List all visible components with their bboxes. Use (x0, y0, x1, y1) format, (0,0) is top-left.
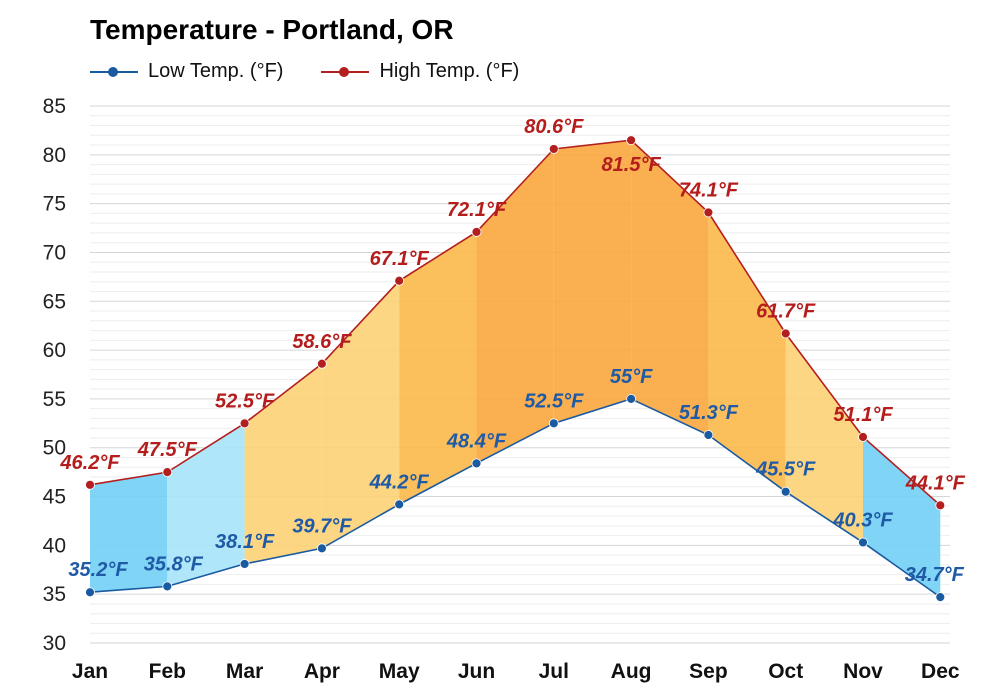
high-data-point[interactable] (85, 479, 95, 490)
range-fill-segment (244, 363, 322, 564)
low-data-point[interactable] (394, 499, 405, 510)
x-tick-label: Sep (689, 660, 728, 683)
high-data-label: 52.5°F (215, 390, 275, 412)
y-tick-label: 30 (43, 632, 66, 655)
legend-label-high: High Temp. (°F) (379, 60, 520, 82)
high-data-point[interactable] (703, 207, 714, 218)
x-tick-label: Aug (611, 660, 652, 683)
low-data-label: 35.8°F (144, 553, 204, 575)
low-data-label: 45.5°F (755, 459, 816, 481)
high-data-label: 72.1°F (447, 199, 507, 221)
y-tick-label: 70 (43, 241, 66, 264)
x-tick-label: Apr (304, 660, 340, 683)
high-data-point[interactable] (548, 144, 559, 154)
x-tick-label: Nov (843, 660, 883, 683)
high-data-point[interactable] (471, 227, 482, 237)
high-data-point[interactable] (935, 500, 946, 511)
range-fill-segment (785, 333, 863, 543)
high-data-label: 80.6°F (524, 116, 584, 138)
high-data-label: 44.1°F (905, 472, 966, 494)
low-data-label: 40.3°F (832, 509, 893, 531)
y-tick-label: 80 (43, 144, 66, 167)
legend-item-high[interactable]: High Temp. (°F) (321, 60, 519, 83)
legend-swatch-high (321, 66, 370, 78)
low-data-label: 44.2°F (369, 471, 430, 493)
x-tick-label: Jul (539, 660, 569, 683)
x-tick-label: Jan (72, 660, 108, 683)
low-data-point[interactable] (935, 592, 946, 603)
y-tick-label: 55 (43, 388, 66, 411)
low-data-point[interactable] (780, 486, 791, 497)
y-tick-label: 45 (43, 486, 66, 509)
low-data-point[interactable] (858, 537, 868, 548)
y-tick-label: 60 (43, 339, 66, 362)
y-axis: 30 35 40 45 50 55 60 65 70 75 80 85 (43, 95, 66, 655)
chart-title: Temperature - Portland, OR (90, 14, 454, 45)
low-data-point[interactable] (239, 559, 250, 569)
high-series-line (89, 139, 941, 506)
low-data-label: 34.7°F (905, 564, 965, 586)
x-tick-label: Mar (226, 660, 263, 683)
high-data-point[interactable] (239, 418, 250, 429)
range-fill-segment (167, 423, 245, 587)
low-data-point[interactable] (703, 430, 714, 440)
range-fills (90, 140, 941, 598)
high-data-label: 81.5°F (602, 154, 662, 176)
low-data-point[interactable] (162, 581, 173, 592)
high-data-point[interactable] (162, 467, 173, 478)
high-data-point[interactable] (394, 275, 405, 286)
low-data-label: 35.2°F (68, 559, 128, 581)
y-tick-label: 75 (43, 193, 66, 216)
low-data-label: 51.3°F (679, 402, 739, 424)
high-data-label: 47.5°F (137, 439, 198, 461)
range-fill-segment (90, 472, 168, 593)
y-tick-label: 40 (43, 534, 66, 557)
range-fill-segment (863, 436, 941, 598)
x-tick-label: Feb (149, 660, 186, 683)
high-data-label: 51.1°F (833, 404, 893, 426)
legend: Low Temp. (°F) High Temp. (°F) (90, 60, 519, 83)
y-tick-label: 85 (43, 95, 66, 118)
range-fill-segment (399, 231, 477, 505)
range-fill-segment (553, 140, 632, 424)
range-fill-segment (708, 212, 786, 492)
high-data-point[interactable] (858, 432, 868, 442)
x-tick-label: Jun (458, 660, 495, 683)
legend-label-low: Low Temp. (°F) (148, 60, 284, 82)
high-data-label: 74.1°F (679, 179, 739, 201)
y-tick-label: 35 (43, 583, 66, 606)
high-data-point[interactable] (626, 135, 636, 146)
low-data-point[interactable] (316, 543, 327, 554)
legend-item-low[interactable]: Low Temp. (°F) (90, 60, 283, 83)
x-tick-label: Dec (921, 660, 960, 683)
low-data-label: 52.5°F (524, 390, 584, 412)
low-data-label: 38.1°F (215, 531, 275, 553)
range-fill-segment (476, 148, 554, 464)
low-series-line (89, 398, 941, 598)
x-tick-label: May (379, 660, 420, 683)
high-data-point[interactable] (780, 328, 791, 339)
low-data-label: 39.7°F (292, 515, 352, 537)
x-tick-label: Oct (768, 660, 803, 683)
high-data-label: 61.7°F (756, 300, 816, 322)
high-data-point[interactable] (316, 358, 327, 369)
range-fill-segment (631, 140, 709, 436)
low-data-point[interactable] (626, 394, 636, 404)
low-data-point[interactable] (548, 418, 559, 429)
high-data-label: 58.6°F (292, 331, 352, 353)
range-fill-segment (321, 280, 400, 549)
high-data-label: 46.2°F (59, 452, 120, 474)
low-data-point[interactable] (85, 587, 95, 598)
y-tick-label: 65 (43, 290, 66, 313)
low-data-label: 48.4°F (446, 430, 507, 452)
legend-swatch-low (90, 66, 138, 78)
low-data-label: 55°F (610, 366, 653, 388)
y-tick-label: 50 (43, 437, 66, 460)
high-data-label: 67.1°F (370, 248, 430, 270)
low-data-point[interactable] (471, 458, 482, 469)
